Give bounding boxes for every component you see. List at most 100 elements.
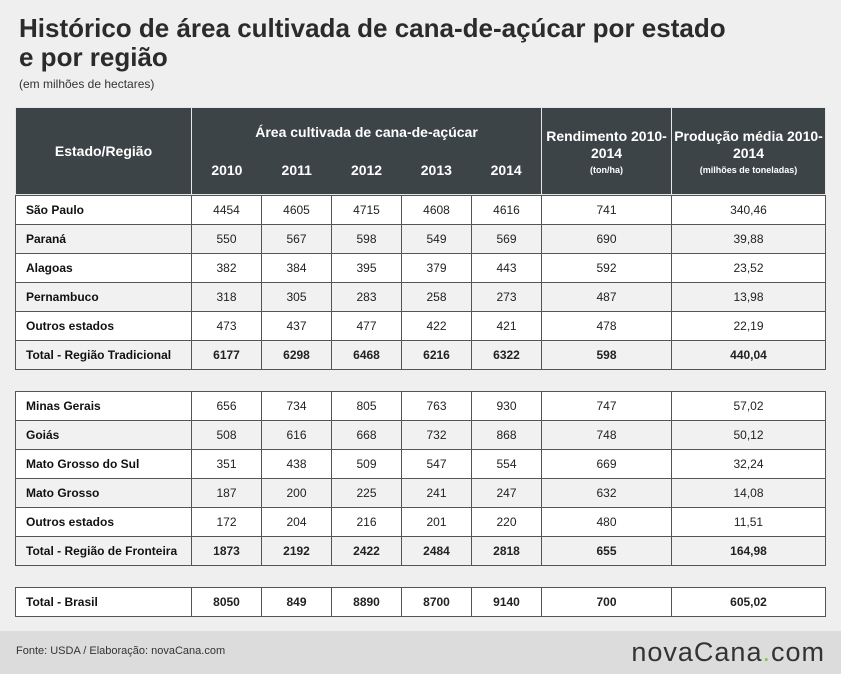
area-cell: 6298 bbox=[261, 340, 332, 370]
row-label: São Paulo bbox=[15, 195, 192, 225]
area-cell: 4616 bbox=[471, 195, 542, 225]
yield-cell: 669 bbox=[541, 449, 672, 479]
table-row: Minas Gerais 656 734 805 763 930 747 57,02 bbox=[15, 391, 826, 421]
yield-cell: 690 bbox=[541, 224, 672, 254]
production-cell: 50,12 bbox=[671, 420, 826, 450]
area-cell: 8890 bbox=[331, 587, 402, 617]
page-subtitle: (em milhões de hectares) bbox=[19, 77, 155, 91]
yield-cell: 478 bbox=[541, 311, 672, 341]
area-cell: 1873 bbox=[191, 536, 262, 566]
area-cell: 930 bbox=[471, 391, 542, 421]
area-cell: 172 bbox=[191, 507, 262, 537]
production-cell: 39,88 bbox=[671, 224, 826, 254]
area-cell: 734 bbox=[261, 391, 332, 421]
header-year: 2013 bbox=[420, 162, 452, 178]
area-cell: 201 bbox=[401, 507, 472, 537]
header-yield-unit: (ton/ha) bbox=[590, 164, 624, 175]
header-area-title: Área cultivada de cana-de-açúcar bbox=[255, 124, 478, 140]
production-cell: 14,08 bbox=[671, 478, 826, 508]
area-cell: 550 bbox=[191, 224, 262, 254]
area-cell: 187 bbox=[191, 478, 262, 508]
yield-cell: 700 bbox=[541, 587, 672, 617]
logo-dot: . bbox=[762, 637, 771, 667]
area-cell: 477 bbox=[331, 311, 402, 341]
area-cell: 351 bbox=[191, 449, 262, 479]
table-row: Mato Grosso 187 200 225 241 247 632 14,08 bbox=[15, 478, 826, 508]
row-label: Paraná bbox=[15, 224, 192, 254]
table-row: Alagoas 382 384 395 379 443 592 23,52 bbox=[15, 253, 826, 283]
source-note: Fonte: USDA / Elaboração: novaCana.com bbox=[16, 645, 226, 657]
area-cell: 6468 bbox=[331, 340, 402, 370]
production-cell: 605,02 bbox=[671, 587, 826, 617]
production-cell: 23,52 bbox=[671, 253, 826, 283]
area-cell: 2422 bbox=[331, 536, 402, 566]
section-gap bbox=[15, 566, 825, 587]
area-cell: 4605 bbox=[261, 195, 332, 225]
row-label: Alagoas bbox=[15, 253, 192, 283]
row-label: Goiás bbox=[15, 420, 192, 450]
area-cell: 241 bbox=[401, 478, 472, 508]
header-year: 2014 bbox=[490, 162, 522, 178]
area-cell: 4715 bbox=[331, 195, 402, 225]
header-production: Produção média 2010-2014 (milhões de ton… bbox=[671, 107, 827, 195]
row-label: Pernambuco bbox=[15, 282, 192, 312]
area-cell: 4454 bbox=[191, 195, 262, 225]
yield-cell: 747 bbox=[541, 391, 672, 421]
area-cell: 569 bbox=[471, 224, 542, 254]
header-year: 2011 bbox=[281, 162, 312, 178]
production-cell: 22,19 bbox=[671, 311, 826, 341]
yield-cell: 592 bbox=[541, 253, 672, 283]
table-row: Paraná 550 567 598 549 569 690 39,88 bbox=[15, 224, 826, 254]
yield-cell: 632 bbox=[541, 478, 672, 508]
area-cell: 225 bbox=[331, 478, 402, 508]
area-cell: 8700 bbox=[401, 587, 472, 617]
area-cell: 473 bbox=[191, 311, 262, 341]
area-cell: 567 bbox=[261, 224, 332, 254]
area-cell: 656 bbox=[191, 391, 262, 421]
data-section: Minas Gerais 656 734 805 763 930 747 57,02 Goiás… bbox=[15, 391, 826, 566]
area-cell: 616 bbox=[261, 420, 332, 450]
yield-cell: 480 bbox=[541, 507, 672, 537]
table-row: Outros estados 172 204 216 201 220 480 11,51 bbox=[15, 507, 826, 537]
area-cell: 216 bbox=[331, 507, 402, 537]
area-cell: 668 bbox=[331, 420, 402, 450]
area-cell: 247 bbox=[471, 478, 542, 508]
data-section: São Paulo 4454 4605 4715 4608 4616 741 340,46 Pa… bbox=[15, 195, 826, 370]
header-yield-title: Rendimento 2010-2014 bbox=[546, 127, 667, 161]
area-cell: 204 bbox=[261, 507, 332, 537]
area-cell: 2484 bbox=[401, 536, 472, 566]
area-cell: 9140 bbox=[471, 587, 542, 617]
production-cell: 11,51 bbox=[671, 507, 826, 537]
table-row: Pernambuco 318 305 283 258 273 487 13,98 bbox=[15, 282, 826, 312]
area-cell: 8050 bbox=[191, 587, 262, 617]
header-years: 2010 2011 2012 2013 2014 bbox=[192, 162, 541, 178]
row-label: Mato Grosso do Sul bbox=[15, 449, 192, 479]
table-row: Goiás 508 616 668 732 868 748 50,12 bbox=[15, 420, 826, 450]
row-label: Mato Grosso bbox=[15, 478, 192, 508]
logo-suffix: com bbox=[770, 637, 825, 667]
yield-cell: 655 bbox=[541, 536, 672, 566]
row-label: Total - Brasil bbox=[15, 587, 192, 617]
area-cell: 6177 bbox=[191, 340, 262, 370]
area-cell: 554 bbox=[471, 449, 542, 479]
total-row: Total - Região de Fronteira 1873 2192 2422 2… bbox=[15, 536, 826, 566]
area-cell: 283 bbox=[331, 282, 402, 312]
yield-cell: 741 bbox=[541, 195, 672, 225]
row-label: Minas Gerais bbox=[15, 391, 192, 421]
total-row: Total - Região Tradicional 6177 6298 6468 62… bbox=[15, 340, 826, 370]
area-cell: 220 bbox=[471, 507, 542, 537]
row-label: Outros estados bbox=[15, 507, 192, 537]
total-row: Total - Brasil 8050 849 8890 8700 9140 700 605,… bbox=[15, 587, 826, 617]
area-cell: 598 bbox=[331, 224, 402, 254]
area-cell: 849 bbox=[261, 587, 332, 617]
production-cell: 57,02 bbox=[671, 391, 826, 421]
table-body: São Paulo 4454 4605 4715 4608 4616 741 340,46 Pa… bbox=[15, 195, 826, 617]
yield-cell: 748 bbox=[541, 420, 672, 450]
area-cell: 508 bbox=[191, 420, 262, 450]
data-section: Total - Brasil 8050 849 8890 8700 9140 700 605,… bbox=[15, 587, 826, 617]
production-cell: 340,46 bbox=[671, 195, 826, 225]
production-cell: 440,04 bbox=[671, 340, 826, 370]
area-cell: 4608 bbox=[401, 195, 472, 225]
area-cell: 421 bbox=[471, 311, 542, 341]
header-production-unit: (milhões de toneladas) bbox=[699, 164, 798, 175]
